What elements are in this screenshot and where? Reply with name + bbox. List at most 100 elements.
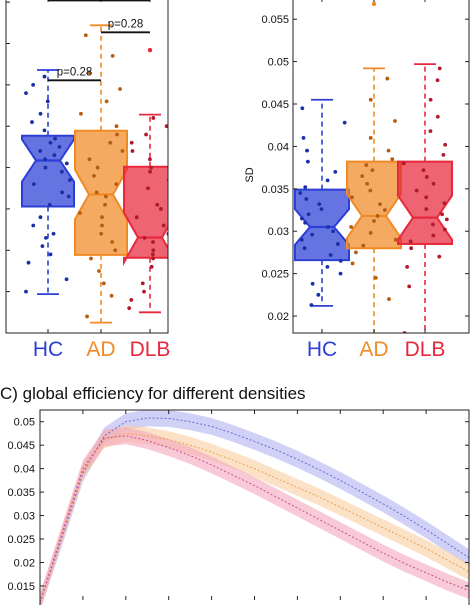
data-point — [335, 242, 340, 246]
data-point — [370, 168, 375, 173]
data-point — [60, 169, 64, 174]
data-point — [368, 231, 373, 235]
data-point — [431, 233, 436, 238]
group-label-hc: HC — [33, 338, 63, 361]
data-point — [103, 194, 108, 199]
data-point — [378, 202, 382, 206]
data-point — [338, 259, 343, 263]
data-point — [405, 264, 410, 269]
y-tick-label: 0.03 — [14, 511, 35, 523]
data-point — [114, 182, 119, 187]
panel-2-plot — [294, 0, 453, 333]
data-point — [120, 149, 125, 153]
data-point — [57, 144, 62, 149]
data-point — [129, 298, 134, 302]
data-point — [31, 82, 36, 87]
data-point — [104, 99, 109, 104]
data-point — [130, 149, 135, 153]
data-point — [407, 284, 412, 289]
y-tick-label: 0.025 — [7, 534, 35, 546]
data-point — [305, 159, 310, 164]
y-tick-label: 0.035 — [7, 487, 35, 499]
data-point — [100, 215, 104, 220]
y-tick-label: 0.04 — [14, 464, 35, 476]
data-point — [302, 246, 307, 251]
data-point — [431, 181, 436, 186]
data-point — [305, 148, 309, 153]
series-line-dlb — [40, 435, 469, 603]
data-point — [386, 148, 391, 153]
data-point — [24, 91, 28, 96]
data-point — [151, 240, 155, 244]
data-point — [317, 202, 322, 206]
data-point — [87, 70, 91, 75]
data-point — [306, 212, 311, 217]
data-point — [421, 168, 426, 173]
group-label-dlb: DLB — [405, 338, 446, 361]
data-point — [309, 303, 314, 307]
y-axis-label: SD — [244, 167, 256, 182]
data-point — [325, 178, 330, 183]
group-label-ad: AD — [86, 338, 115, 361]
data-point — [408, 239, 413, 244]
data-point — [99, 231, 104, 236]
panel-1-plot — [21, 24, 168, 324]
data-point — [101, 281, 106, 286]
data-point — [435, 114, 440, 119]
data-point — [364, 163, 369, 167]
data-point — [60, 190, 65, 195]
data-point — [442, 201, 447, 206]
data-point — [95, 165, 100, 170]
data-point — [409, 246, 414, 251]
data-point — [368, 188, 373, 193]
box-hc — [21, 134, 75, 208]
data-point — [66, 194, 71, 199]
data-point — [303, 185, 308, 190]
data-point — [146, 186, 150, 191]
data-point — [385, 76, 390, 81]
data-point — [166, 178, 168, 182]
data-point — [437, 66, 442, 71]
data-point — [92, 173, 96, 178]
y-tick-label: 0.025 — [261, 269, 289, 281]
data-point — [43, 157, 48, 162]
data-point — [350, 195, 354, 200]
data-point — [140, 281, 145, 286]
data-point — [31, 182, 36, 187]
data-point — [383, 208, 387, 212]
y-tick-label: 0.05 — [268, 57, 289, 69]
data-point — [161, 223, 166, 228]
panel-c-plot — [40, 410, 469, 605]
data-point — [428, 129, 433, 134]
data-point — [151, 256, 155, 261]
data-point — [387, 297, 391, 301]
data-point — [151, 116, 156, 120]
data-point — [64, 277, 69, 282]
data-point — [42, 128, 47, 133]
y-tick-label: 0.04 — [268, 141, 289, 153]
data-point — [52, 153, 57, 158]
data-point — [110, 54, 115, 58]
data-point — [127, 306, 132, 311]
data-point — [319, 207, 324, 212]
data-point — [118, 87, 122, 91]
group-label-hc: HC — [307, 338, 337, 361]
outlier-point — [147, 47, 153, 53]
data-point — [437, 254, 442, 259]
data-point — [373, 275, 378, 280]
data-point — [310, 232, 315, 237]
data-point — [350, 261, 355, 266]
data-point — [109, 293, 114, 298]
data-point — [304, 197, 309, 201]
data-point — [53, 136, 57, 141]
data-point — [431, 222, 435, 227]
data-point — [64, 161, 69, 166]
box-ad — [346, 160, 402, 250]
data-point — [151, 248, 156, 253]
data-point — [424, 175, 429, 179]
data-point — [144, 132, 148, 137]
data-point — [368, 97, 373, 102]
data-point — [31, 223, 36, 228]
panel-c-title: C) global efficiency for different densi… — [0, 384, 306, 403]
